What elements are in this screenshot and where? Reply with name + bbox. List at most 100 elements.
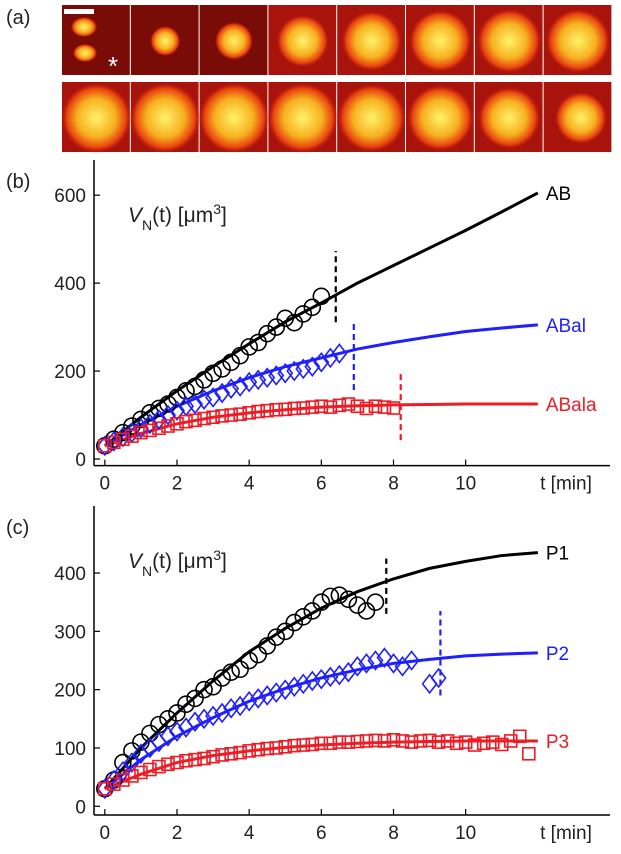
y-axis-label-part: 3 <box>213 201 221 217</box>
data-point <box>222 353 240 372</box>
data-point <box>386 401 401 415</box>
nucleus <box>199 83 269 153</box>
data-point <box>195 371 213 389</box>
data-point <box>313 351 330 373</box>
data-point <box>386 732 401 747</box>
data-point <box>204 364 222 383</box>
data-point <box>368 399 383 414</box>
data-point <box>241 691 258 712</box>
data-point <box>267 628 286 646</box>
data-point <box>277 362 294 384</box>
data-point <box>314 399 329 414</box>
data-point <box>96 778 113 800</box>
data-point <box>323 736 338 751</box>
data-point <box>348 596 367 614</box>
data-point <box>168 400 186 421</box>
data-point <box>359 734 374 748</box>
data-point <box>177 695 195 714</box>
data-point <box>258 324 277 343</box>
data-point <box>116 432 130 447</box>
fit-curve <box>104 739 538 791</box>
data-point <box>305 737 320 752</box>
data-point <box>267 318 286 336</box>
data-point <box>268 365 285 386</box>
panel-label: (a) <box>6 7 30 29</box>
data-point <box>350 399 365 414</box>
data-point <box>143 762 157 777</box>
data-point <box>485 735 500 749</box>
data-point <box>141 413 158 435</box>
y-axis-label-part: 3 <box>213 547 221 563</box>
data-point <box>196 389 213 410</box>
data-point <box>223 698 240 719</box>
chart: (c) 0 100 200 300 400 0 2 4 6 8 10 t [min] VN(t) [μm3… <box>6 506 610 844</box>
data-point <box>303 602 322 620</box>
y-axis-label-part: ] <box>221 550 227 573</box>
data-point <box>359 401 374 416</box>
data-point <box>240 338 258 356</box>
data-point <box>296 738 311 752</box>
data-point <box>269 741 284 755</box>
data-point <box>269 402 284 417</box>
data-point <box>114 760 131 782</box>
data-point <box>179 753 193 768</box>
y-axis-label-part: (t) [μm <box>152 550 213 573</box>
y-axis-label: VN(t) [μm3] <box>128 547 227 579</box>
y-tick-label: 400 <box>54 274 86 295</box>
nucleus <box>215 22 253 60</box>
y-axis-label-part: N <box>142 217 152 233</box>
data-point <box>367 650 384 671</box>
data-point <box>395 734 410 748</box>
data-point <box>467 738 482 752</box>
data-point <box>250 369 267 391</box>
x-axis-label: t [min] <box>540 823 592 844</box>
y-axis-label-part: V <box>128 204 144 227</box>
y-axis-label-part: V <box>128 550 144 573</box>
data-point <box>250 688 267 709</box>
data-point <box>303 298 322 317</box>
fit-curve <box>104 402 538 448</box>
data-point <box>458 735 473 749</box>
data-point <box>170 417 184 431</box>
data-point <box>134 425 148 440</box>
y-tick-label: 0 <box>75 797 86 818</box>
data-point <box>232 376 249 397</box>
data-point <box>107 777 121 791</box>
data-point <box>179 414 193 429</box>
x-tick-label: 0 <box>100 474 111 495</box>
x-tick-label: 10 <box>455 474 476 495</box>
data-point <box>331 664 348 686</box>
y-axis-label-part: N <box>142 563 152 579</box>
data-point <box>421 673 438 695</box>
data-point <box>197 751 211 766</box>
data-point <box>295 673 312 695</box>
x-tick-label: 6 <box>316 823 327 844</box>
data-point <box>161 757 175 772</box>
data-point <box>403 650 420 671</box>
data-point <box>206 410 220 425</box>
data-point <box>296 401 311 415</box>
series-label: P2 <box>546 644 569 665</box>
data-point <box>214 382 231 404</box>
data-point <box>242 744 256 758</box>
data-point <box>278 739 293 754</box>
data-point <box>232 695 249 717</box>
data-point <box>295 358 312 380</box>
data-point <box>196 708 213 730</box>
data-point <box>286 360 303 382</box>
panel-label: (b) <box>6 171 30 193</box>
data-point <box>287 401 302 416</box>
data-point <box>168 721 186 742</box>
data-point <box>159 725 176 747</box>
x-tick-label: 4 <box>244 474 255 495</box>
data-point <box>276 622 295 641</box>
data-point <box>98 439 112 453</box>
data-point <box>404 735 419 749</box>
y-tick-label: 300 <box>54 622 86 643</box>
x-tick-label: 0 <box>100 823 111 844</box>
data-point <box>258 637 277 655</box>
data-point <box>224 408 238 422</box>
data-point <box>152 421 166 436</box>
data-point <box>186 689 204 708</box>
data-point <box>249 333 267 352</box>
